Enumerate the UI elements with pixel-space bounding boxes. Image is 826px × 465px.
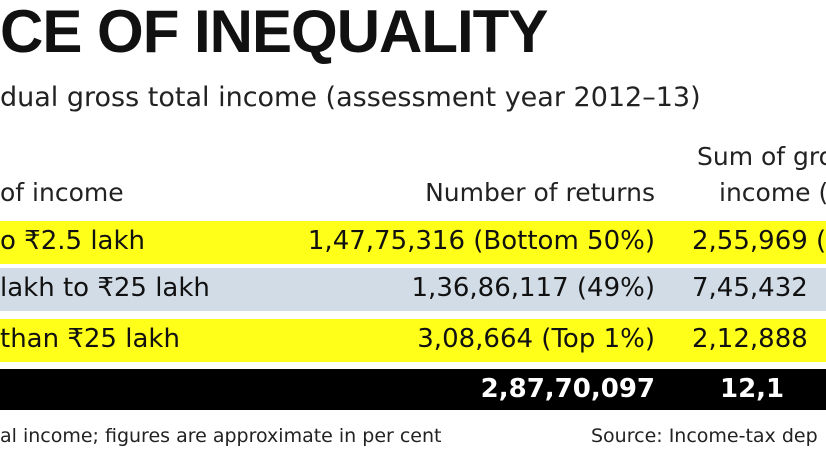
table-row: lakh to ₹25 lakh 1,36,86,117 (49%) 7,45,… [0,268,826,311]
sum-cell: 2,12,888 [692,324,808,354]
graphic-title: CE OF INEQUALITY [0,0,548,65]
total-returns-cell: 2,87,70,097 [480,374,655,404]
sum-cell: 7,45,432 [692,273,808,303]
header-income-range: of income [0,178,124,207]
graphic-subtitle: dual gross total income (assessment year… [0,82,701,113]
footnote: al income; figures are approximate in pe… [0,425,442,447]
table-row: o ₹2.5 lakh 1,47,75,316 (Bottom 50%) 2,5… [0,221,826,264]
header-sum-line2: income (i [719,178,826,207]
source-note: Source: Income-tax dep [591,425,818,447]
returns-cell: 1,47,75,316 (Bottom 50%) [307,226,655,256]
total-sum-cell: 12,1 [720,374,785,404]
income-range-cell: lakh to ₹25 lakh [0,273,210,303]
total-row: 2,87,70,097 12,1 [0,369,826,410]
header-sum-line1: Sum of gros [697,142,826,171]
table-row: than ₹25 lakh 3,08,664 (Top 1%) 2,12,888 [0,319,826,362]
returns-cell: 1,36,86,117 (49%) [411,273,655,303]
income-range-cell: than ₹25 lakh [0,324,180,354]
income-range-cell: o ₹2.5 lakh [0,226,146,256]
sum-cell: 2,55,969 (2 [692,226,826,256]
header-number-of-returns: Number of returns [425,178,655,207]
returns-cell: 3,08,664 (Top 1%) [417,324,655,354]
